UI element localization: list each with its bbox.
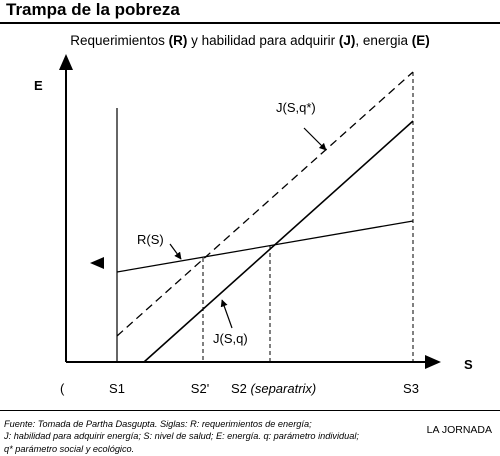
pointer-j bbox=[220, 299, 233, 329]
curve-r-s bbox=[116, 220, 414, 273]
tick-label-s3: S3 bbox=[403, 381, 419, 396]
x-axis-arrowhead bbox=[425, 355, 441, 369]
tick-label-s2-prime: S2' bbox=[191, 381, 209, 396]
subtitle-part: (R) bbox=[168, 33, 188, 48]
pointer-r bbox=[169, 243, 182, 260]
source-note-line: J: habilidad para adquirir energía; S: n… bbox=[4, 431, 359, 442]
y-axis-arrowhead bbox=[59, 54, 73, 70]
title-divider bbox=[0, 22, 500, 24]
poverty-trap-diagram: E S J(S,q*) R(S) J(S,q) ( S1 S2' S2 (sep… bbox=[34, 54, 473, 396]
tick-label-separatrix: (separatrix) bbox=[251, 381, 317, 396]
label-j-s-q-star: J(S,q*) bbox=[276, 100, 316, 115]
x-axis-label: S bbox=[464, 357, 473, 372]
y-axis-label: E bbox=[34, 78, 43, 93]
curve-j-s-q-star bbox=[116, 71, 414, 337]
left-arrow-icon bbox=[90, 257, 104, 269]
curve-j-s-q bbox=[143, 120, 414, 363]
subtitle-part: y habilidad para adquirir bbox=[187, 33, 339, 48]
label-r-s: R(S) bbox=[137, 232, 164, 247]
pointer-j-star bbox=[303, 127, 327, 151]
label-j-s-q: J(S,q) bbox=[213, 331, 248, 346]
source-note-line: q* parámetro social y ecológico. bbox=[4, 443, 135, 454]
source-note: Fuente: Tomada de Partha Dasgupta. Sigla… bbox=[4, 418, 404, 455]
subtitle-part: (J) bbox=[338, 33, 356, 48]
page-title: Trampa de la pobreza bbox=[6, 0, 180, 19]
tick-label-s1: S1 bbox=[109, 381, 125, 396]
subtitle-part: Requerimientos bbox=[70, 33, 169, 48]
diagram-subtitle: Requerimientos (R) y habilidad para adqu… bbox=[0, 33, 500, 48]
tick-label-s2-separatrix: S2 (separatrix) bbox=[231, 381, 316, 396]
tick-label-s2: S2 bbox=[231, 381, 251, 396]
footer-divider bbox=[0, 410, 500, 411]
publisher-credit: LA JORNADA bbox=[426, 424, 492, 436]
subtitle-part: , energia bbox=[355, 33, 412, 48]
left-parenthesis-mark: ( bbox=[60, 381, 65, 396]
source-note-line: Fuente: Tomada de Partha Dasgupta. Sigla… bbox=[4, 419, 312, 429]
subtitle-part: (E) bbox=[411, 33, 430, 48]
